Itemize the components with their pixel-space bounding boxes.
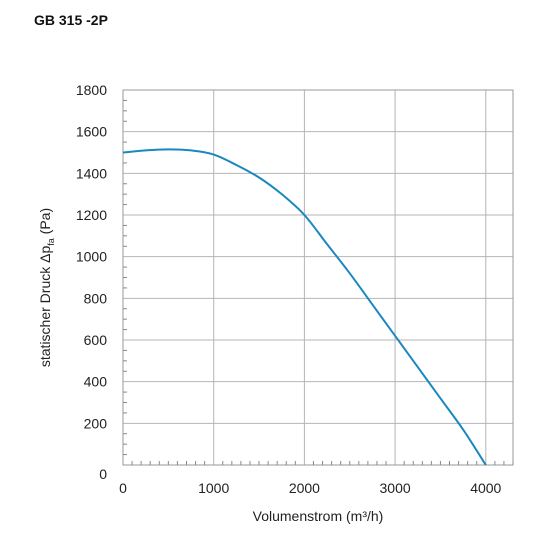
y-axis-label-sub: fa (46, 238, 56, 246)
chart-title: GB 315 -2P (34, 12, 108, 28)
series-line (122, 148, 487, 466)
x-tick-labels: 0 1000 2000 3000 4000 (119, 480, 501, 496)
x-tick-label: 0 (119, 480, 127, 496)
x-tick-label: 2000 (289, 480, 320, 496)
y-tick-label: 1400 (76, 165, 107, 181)
x-axis-label: Volumenstrom (m³/h) (253, 508, 384, 524)
y-tick-label: 1800 (76, 82, 107, 98)
grid (122, 89, 513, 466)
y-tick-label: 1600 (76, 124, 107, 140)
y-tick-label: 1000 (76, 249, 107, 265)
y-tick-label: 1200 (76, 207, 107, 223)
y-tick-label: 0 (99, 466, 107, 482)
y-tick-label: 800 (84, 290, 108, 306)
y-axis-label-main: statischer Druck Δp (37, 246, 53, 368)
minor-ticks (123, 99, 514, 465)
x-tick-label: 1000 (198, 480, 229, 496)
x-tick-label: 3000 (380, 480, 411, 496)
y-tick-labels: 0 200 400 600 800 1000 1200 1400 1600 1800 (76, 82, 107, 482)
y-axis-label: statischer Druck Δpfa (Pa) (37, 208, 56, 367)
x-tick-label: 4000 (470, 480, 501, 496)
y-tick-label: 200 (84, 415, 108, 431)
y-tick-label: 600 (84, 332, 108, 348)
plot-frame (122, 89, 514, 466)
y-tick-label: 400 (84, 374, 108, 390)
y-axis-label-unit: (Pa) (37, 208, 53, 238)
